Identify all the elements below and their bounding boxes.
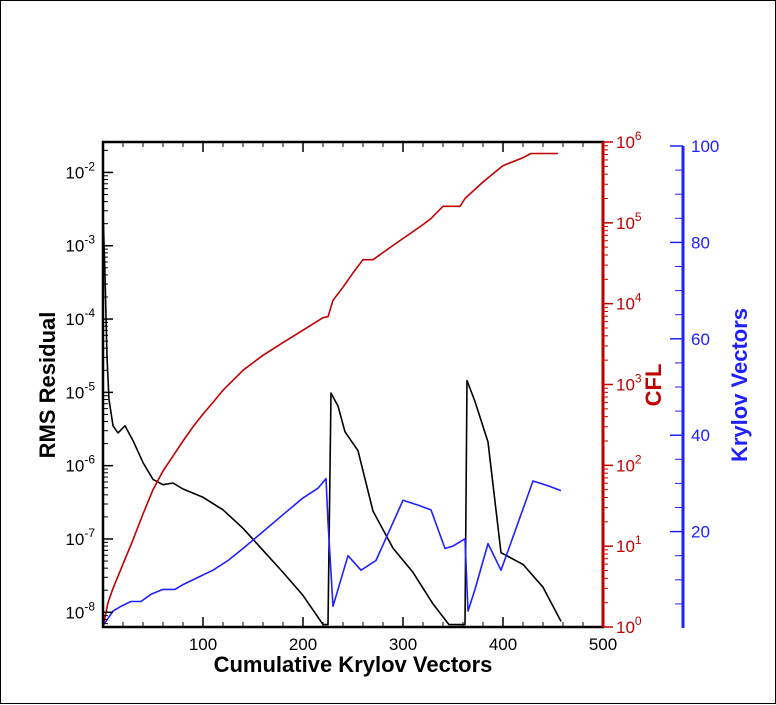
cfl-series-line [102, 152, 558, 628]
x-tick-label: 500 [589, 635, 617, 654]
plot-lines [102, 152, 562, 628]
cfl-axis-title: CFL [641, 364, 666, 407]
cfl-tick-label: 100 [616, 614, 642, 637]
residual-tick-label: 10-4 [65, 306, 95, 329]
krylov-axis-title: Krylov Vectors [727, 308, 752, 462]
krylov-series-line [102, 477, 562, 627]
krylov-tick-label: 60 [691, 330, 710, 349]
cfl-tick-label: 102 [616, 452, 642, 475]
residual-tick-label: 10-6 [65, 453, 95, 476]
residual-tick-label: 10-3 [65, 233, 95, 256]
x-axis-title: Cumulative Krylov Vectors [214, 652, 493, 677]
residual-tick-label: 10-2 [65, 159, 95, 182]
plot-area-border [101, 140, 605, 629]
residual-tick-label: 10-5 [65, 379, 95, 402]
residual-tick-label: 10-8 [65, 599, 95, 622]
cfl-tick-label: 105 [616, 210, 642, 233]
cfl-tick-label: 103 [616, 372, 642, 395]
residual-tick-label: 10-7 [65, 526, 95, 549]
x-tick-label: 100 [189, 635, 217, 654]
krylov-tick-label: 80 [691, 233, 710, 252]
krylov-tick-label: 100 [691, 137, 719, 156]
x-tick-label: 400 [489, 635, 517, 654]
x-tick-label: 200 [289, 635, 317, 654]
cfl-tick-label: 106 [616, 129, 642, 152]
krylov-tick-label: 20 [691, 523, 710, 542]
residual-series-line [102, 210, 562, 626]
krylov-tick-label: 40 [691, 426, 710, 445]
residual-axis-title: RMS Residual [35, 312, 60, 459]
x-tick-label: 300 [389, 635, 417, 654]
cfl-tick-label: 101 [616, 533, 642, 556]
axis-ticks: 100 200 300 400 500 10-8 10-7 10-6 10-5 10-4 10-3 1… [65, 129, 719, 654]
cfl-tick-label: 104 [616, 291, 642, 314]
